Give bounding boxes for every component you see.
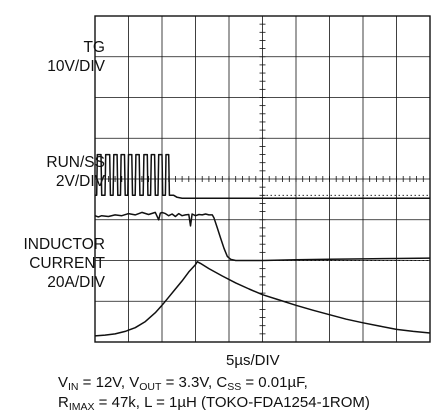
trace-inductor-current: [94, 260, 431, 337]
trace-tg: [95, 153, 430, 199]
channel-label-run-ss: RUN/SS 2V/DIV: [46, 153, 105, 191]
plot-traces: [94, 153, 431, 337]
cap-text-2: = 3.3V, C: [161, 374, 228, 391]
conditions-line-1: VIN = 12V, VOUT = 3.3V, CSS = 0.01µF,: [58, 374, 308, 396]
cap-sub-out: OUT: [139, 381, 162, 393]
cap-text-3: = 0.01µF,: [241, 374, 308, 391]
run-ss-label: RUN/SS: [46, 154, 105, 171]
plot-grid: [94, 15, 431, 343]
cap-v: V: [58, 374, 69, 391]
channel-label-tg: TG 10V/DIV: [47, 38, 105, 76]
cap-text-4: = 47k, L = 1µH (TOKO-FDA1254-1ROM): [94, 394, 370, 411]
cap-text-1: = 12V, V: [78, 374, 140, 391]
inductor-scale: 20A/DIV: [47, 274, 105, 291]
current-label: CURRENT: [29, 255, 105, 272]
cap-sub-imax: IMAX: [68, 401, 95, 413]
trace-run-ss: [94, 211, 431, 262]
time-scale-label: 5µs/DIV: [226, 352, 280, 370]
tg-label: TG: [83, 39, 105, 56]
run-ss-scale: 2V/DIV: [55, 173, 105, 190]
tg-scale: 10V/DIV: [47, 58, 105, 75]
cap-sub-ss: SS: [227, 381, 242, 393]
channel-label-inductor-current: INDUCTOR CURRENT 20A/DIV: [23, 235, 105, 292]
cap-sub-in: IN: [68, 381, 79, 393]
inductor-label: INDUCTOR: [23, 236, 105, 253]
conditions-line-2: RIMAX = 47k, L = 1µH (TOKO-FDA1254-1ROM): [58, 394, 370, 416]
xlabel: 5µs/DIV: [226, 352, 280, 369]
cap-r: R: [58, 394, 69, 411]
